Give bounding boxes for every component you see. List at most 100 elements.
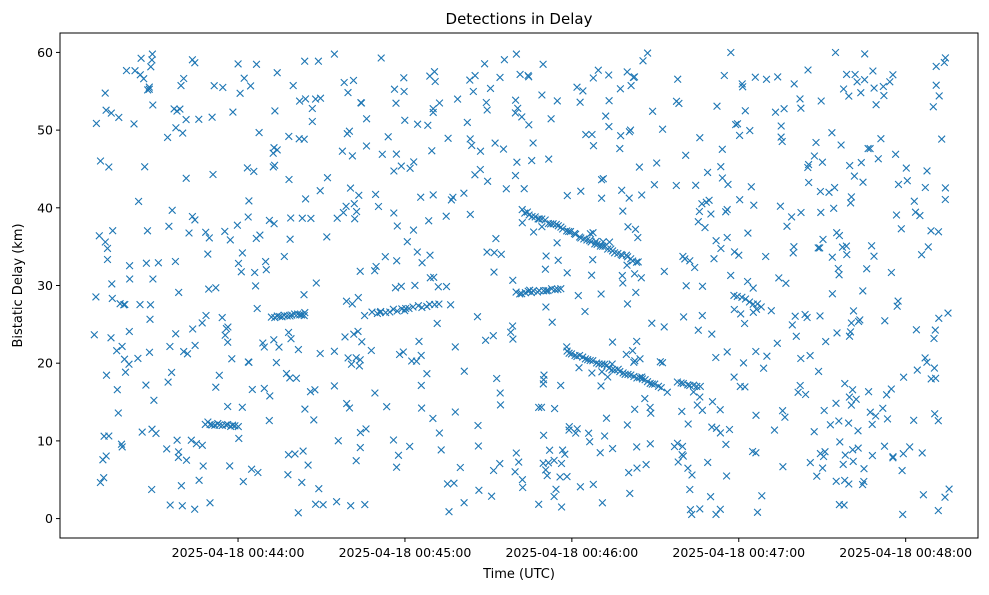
detection-point [796,95,804,103]
detection-point [703,168,712,177]
detection-point [450,479,458,487]
detection-point [783,222,791,231]
detection-point [712,236,720,245]
detection-point [511,468,519,476]
detection-point [543,471,551,480]
detection-point [272,358,281,367]
detection-point [179,347,188,356]
detection-point [790,242,798,251]
detection-point [846,328,855,336]
detection-point [428,147,436,155]
detection-point [215,371,224,380]
detection-point [608,366,616,374]
detection-point [750,201,758,209]
detection-point [330,382,339,390]
detection-point [286,235,294,243]
detection-point [598,499,607,507]
detection-point [841,379,849,388]
detection-point [352,456,360,465]
detection-point [539,60,547,69]
x-axis-label: Time (UTC) [482,567,555,582]
detection-point [923,358,931,366]
y-axis-label: Bistatic Delay (km) [11,223,26,347]
detection-point [348,300,357,308]
detection-point [149,101,157,109]
detection-point [835,500,844,509]
detection-point [538,222,546,231]
detection-point [377,54,385,62]
detection-point [628,346,637,355]
detection-point [466,210,475,219]
detection-point [92,293,100,301]
detection-point [338,147,347,155]
detection-point [298,214,307,222]
detection-point [280,252,289,261]
detection-point [182,174,190,183]
detection-point [690,263,699,272]
detection-point [550,492,558,501]
detection-point [789,249,797,257]
detection-point [761,252,770,261]
detection-point [821,337,830,346]
detection-point [565,426,573,434]
detection-point [563,472,571,481]
detection-point [482,98,491,107]
detection-point [716,405,724,414]
detection-point [95,232,104,240]
detection-point [99,473,108,482]
detection-point [154,259,163,267]
detection-point [931,326,940,334]
detection-point [828,128,836,137]
detection-point [330,347,339,356]
detection-point [698,282,707,291]
detection-point [496,389,504,397]
detection-point [100,432,108,440]
y-tick-label: 40 [37,200,53,215]
detection-point [738,83,747,91]
detection-point [306,387,315,396]
detection-point [902,164,911,172]
detection-point [631,225,640,234]
detection-point [832,399,840,408]
detection-point [473,312,482,321]
detection-point [573,83,581,91]
detection-point [188,56,197,64]
detection-point [849,457,857,466]
detection-point [582,130,590,139]
detection-point [529,228,538,236]
detection-point [597,290,605,298]
detection-point [804,178,813,187]
detection-point [792,332,801,341]
detection-point [641,394,649,403]
detection-point [301,405,309,413]
x-tick-label: 2025-04-18 00:47:00 [672,545,805,560]
detection-point [252,60,261,69]
detection-point [598,242,607,250]
detection-point [541,466,550,474]
detection-point [741,295,750,303]
detection-point [870,84,878,92]
detection-point [544,155,553,163]
detection-point [829,204,838,213]
detection-point [797,208,805,217]
detection-point [932,81,940,89]
detection-point [804,66,812,74]
detection-point [684,420,692,428]
detection-point [437,446,445,454]
detection-point [574,291,583,300]
detection-point [350,199,359,208]
detection-point [401,304,410,313]
detection-point [648,107,657,116]
detection-point [496,73,504,82]
detection-point [506,328,515,336]
detection-point [708,423,716,431]
detection-point [672,97,681,106]
detection-point [339,208,348,217]
detection-point [771,108,780,116]
detection-point [712,510,720,519]
detection-point [395,350,404,359]
detection-point [511,96,520,104]
detection-point [759,364,768,372]
detection-point [382,402,391,411]
detection-point [853,78,861,86]
